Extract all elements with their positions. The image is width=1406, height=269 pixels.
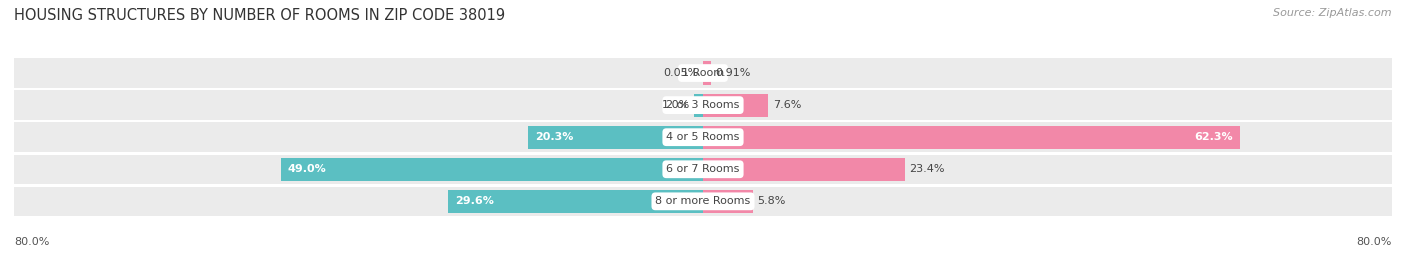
Text: 29.6%: 29.6% <box>456 196 494 206</box>
Bar <box>14 187 1392 216</box>
Text: 80.0%: 80.0% <box>1357 237 1392 247</box>
Text: 6 or 7 Rooms: 6 or 7 Rooms <box>666 164 740 174</box>
Bar <box>281 158 703 181</box>
Text: 4 or 5 Rooms: 4 or 5 Rooms <box>666 132 740 142</box>
Text: 49.0%: 49.0% <box>288 164 326 174</box>
Bar <box>703 94 769 117</box>
Text: 5.8%: 5.8% <box>758 196 786 206</box>
Bar <box>695 94 703 117</box>
Bar <box>14 122 1392 152</box>
Text: 8 or more Rooms: 8 or more Rooms <box>655 196 751 206</box>
Text: 62.3%: 62.3% <box>1194 132 1233 142</box>
Bar <box>703 158 904 181</box>
Bar <box>529 126 703 149</box>
Bar <box>703 62 711 84</box>
Text: 0.05%: 0.05% <box>664 68 699 78</box>
Bar <box>449 190 703 213</box>
Text: 80.0%: 80.0% <box>14 237 49 247</box>
Bar <box>14 154 1392 184</box>
Text: Source: ZipAtlas.com: Source: ZipAtlas.com <box>1274 8 1392 18</box>
Text: 20.3%: 20.3% <box>536 132 574 142</box>
Text: HOUSING STRUCTURES BY NUMBER OF ROOMS IN ZIP CODE 38019: HOUSING STRUCTURES BY NUMBER OF ROOMS IN… <box>14 8 505 23</box>
Text: 2 or 3 Rooms: 2 or 3 Rooms <box>666 100 740 110</box>
Text: 0.91%: 0.91% <box>716 68 751 78</box>
Text: 1.0%: 1.0% <box>662 100 690 110</box>
Bar <box>703 190 754 213</box>
Bar <box>14 58 1392 88</box>
Bar <box>14 90 1392 120</box>
Text: 1 Room: 1 Room <box>682 68 724 78</box>
Bar <box>703 126 1240 149</box>
Text: 7.6%: 7.6% <box>773 100 801 110</box>
Text: 23.4%: 23.4% <box>908 164 945 174</box>
